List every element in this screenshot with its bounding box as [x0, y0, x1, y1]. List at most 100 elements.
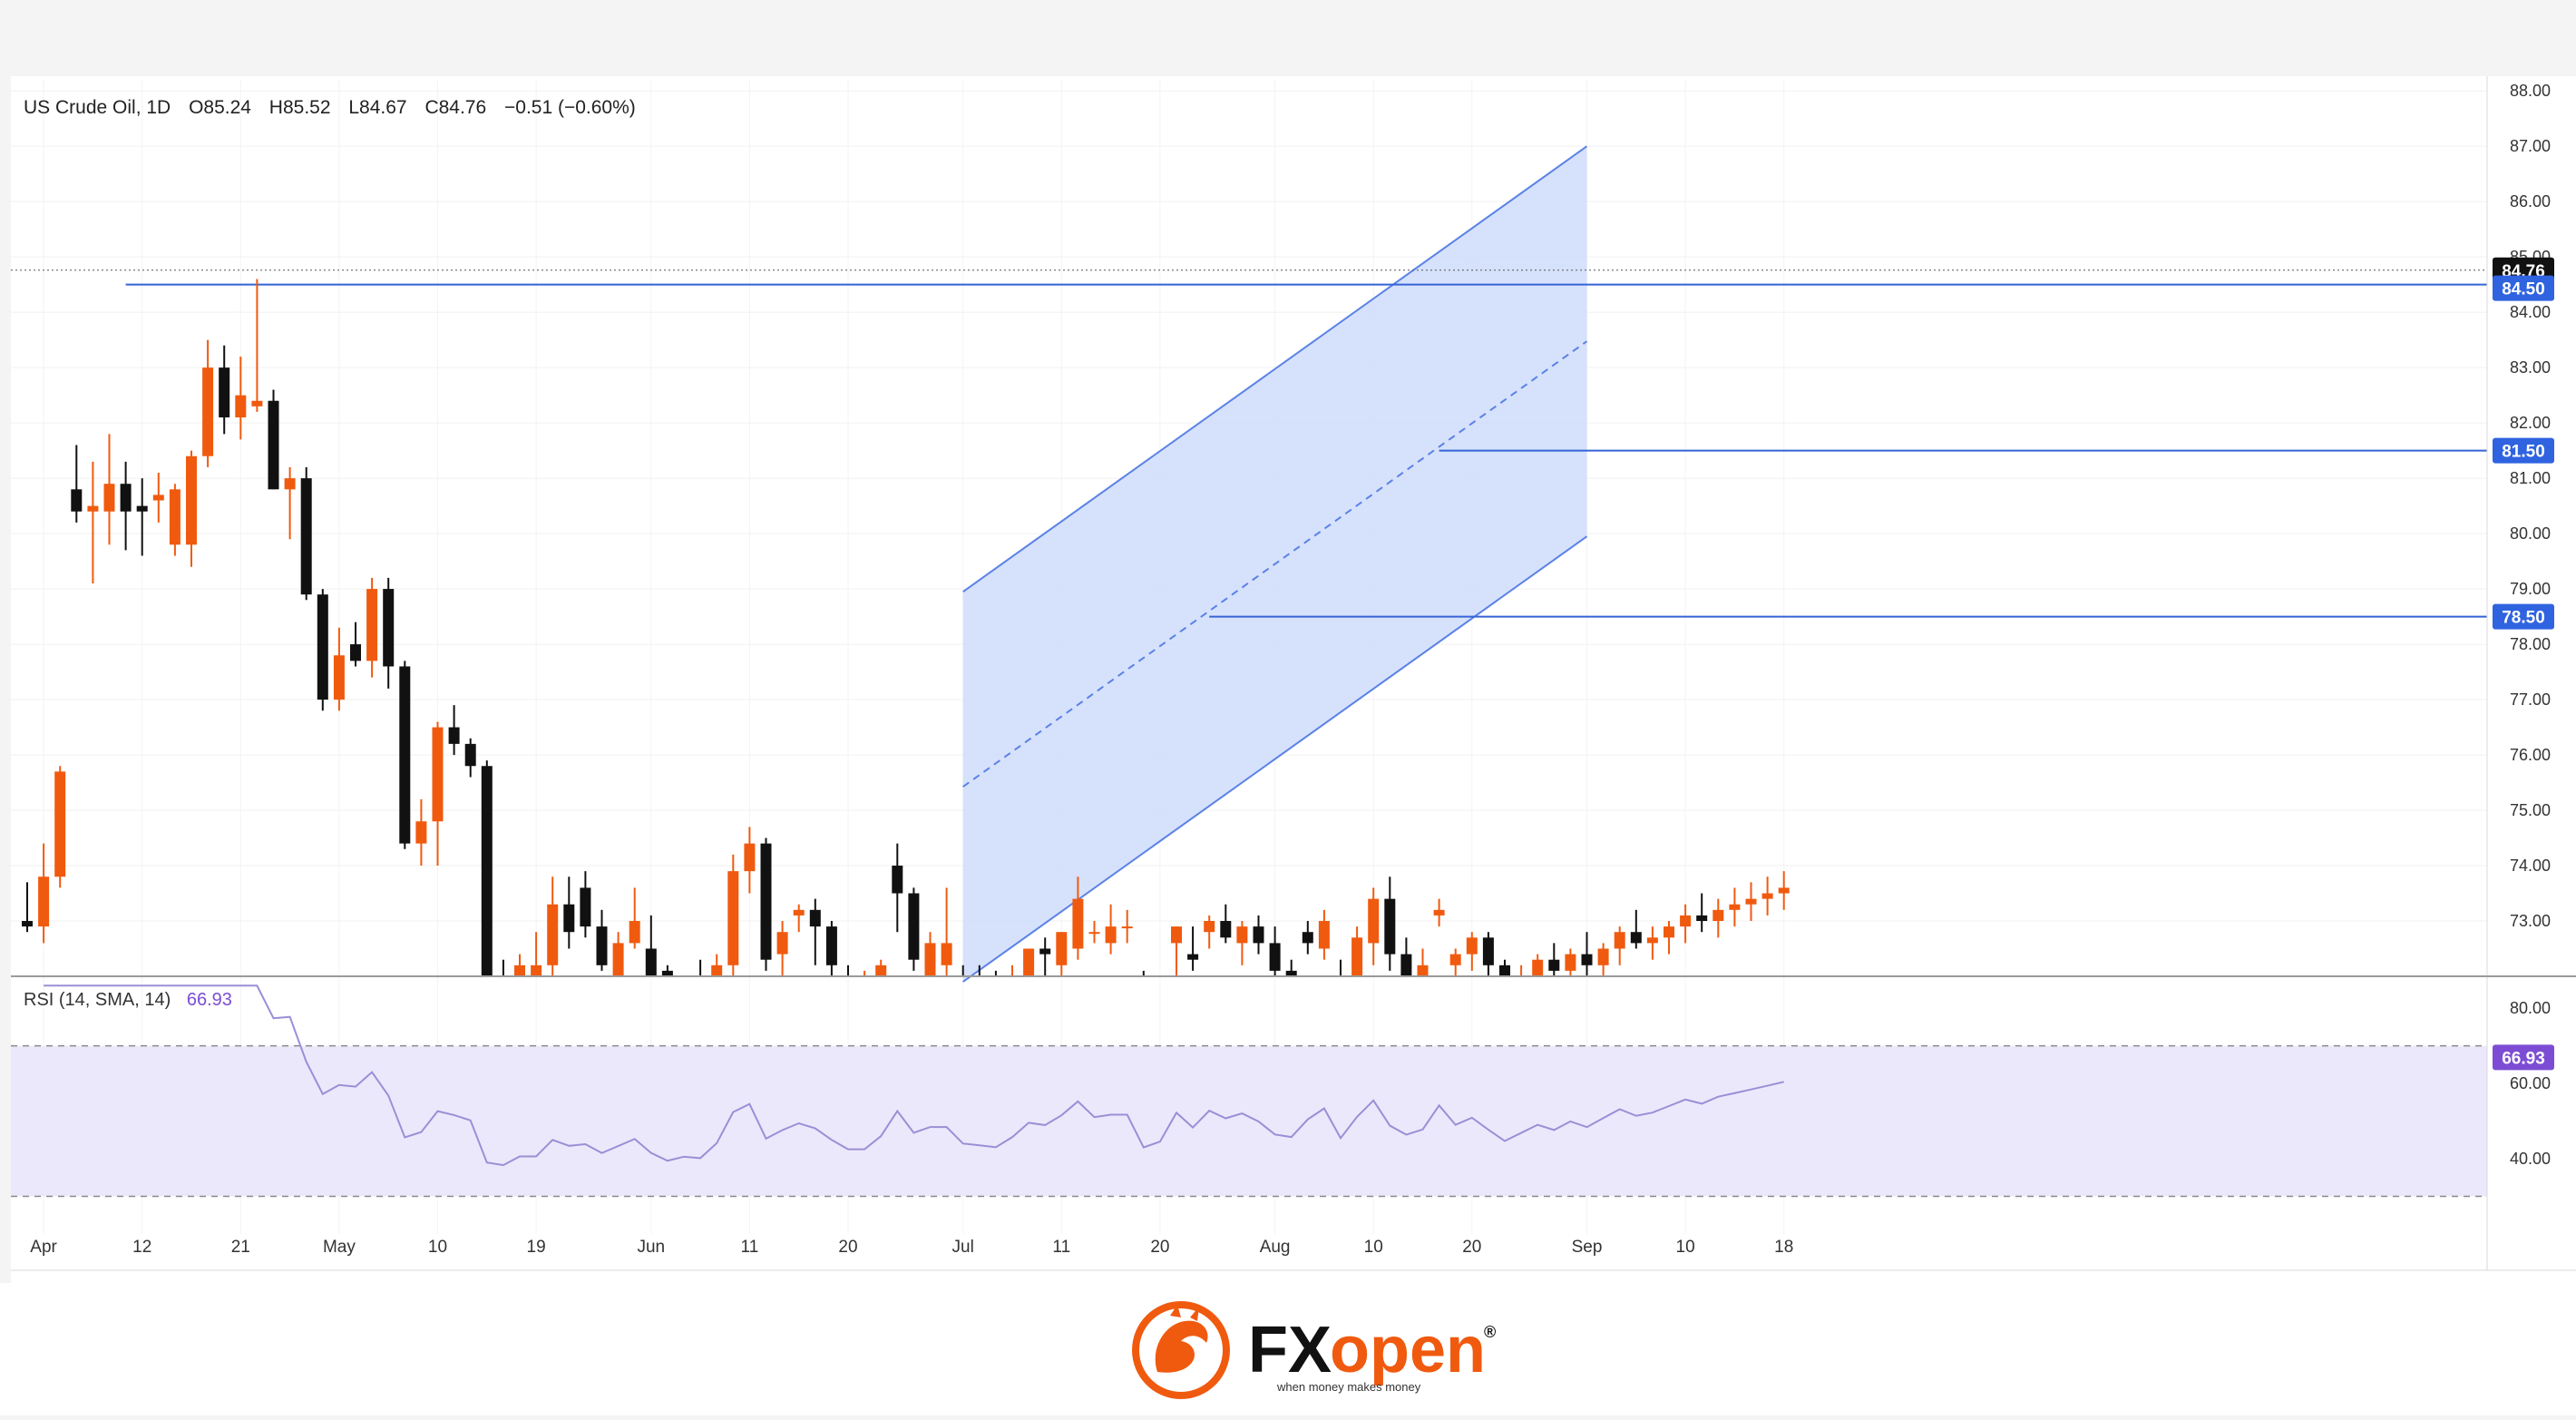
dragon-emblem-icon [1132, 1301, 1230, 1399]
candle-body-bearish [1269, 943, 1281, 971]
rsi-tick-label: 40.00 [2510, 1150, 2551, 1168]
candle-body-bullish [531, 965, 542, 976]
candle-body-bullish [727, 871, 739, 965]
candle-body-bearish [1548, 959, 1560, 971]
candle-body-bearish [1220, 921, 1232, 938]
price-tick-label: 86.00 [2510, 192, 2551, 211]
time-tick-label: Sep [1572, 1238, 1603, 1257]
candle-body-bearish [71, 489, 83, 512]
candle-body-bullish [744, 843, 756, 872]
channel-upper-line [962, 145, 1588, 592]
candle-body-bullish [186, 455, 197, 545]
candle-body-bearish [908, 893, 920, 960]
price-tick-label: 84.00 [2510, 303, 2551, 321]
candle-body-bullish [1565, 954, 1576, 971]
legend-close: C84.76 [424, 97, 486, 118]
candle-body-bullish [612, 943, 624, 976]
candle-body-bearish [219, 367, 230, 418]
price-tick-label: 77.00 [2510, 690, 2551, 709]
level-price-tag: 81.50 [2502, 443, 2545, 462]
channel-lower-line [962, 535, 1588, 983]
candle-body-bullish [1532, 959, 1544, 976]
level-price-tag-bg [2493, 275, 2554, 301]
candle-body-bearish [1499, 965, 1510, 976]
candle-body-bullish [1646, 937, 1658, 944]
candle-body-bearish [481, 766, 493, 976]
levels-layer [11, 269, 2487, 618]
price-tick-label: 73.00 [2510, 912, 2551, 930]
candle-body-bearish [136, 505, 148, 512]
candle-body-bullish [103, 484, 115, 512]
time-tick-label: Aug [1260, 1238, 1291, 1257]
level-price-tag-bg [2493, 603, 2554, 630]
rsi-line [44, 984, 1784, 1167]
candle-body-bullish [1368, 898, 1380, 944]
price-tick-label: 79.00 [2510, 580, 2551, 598]
candle-body-bullish [152, 495, 164, 501]
candle-body-bullish [547, 904, 559, 965]
price-tick-label: 81.00 [2510, 469, 2551, 487]
candle-body-bullish [1614, 932, 1625, 949]
time-tick-label: 11 [1052, 1238, 1070, 1257]
candle-body-bullish [1761, 893, 1773, 899]
brand-tagline: when money makes money [1276, 1380, 1421, 1394]
price-tick-label: 74.00 [2510, 857, 2551, 875]
candle-body-bearish [1384, 898, 1396, 955]
candle-body-bullish [711, 965, 723, 976]
candle-body-bullish [1072, 898, 1084, 949]
rsi-tick-label: 60.00 [2510, 1074, 2551, 1092]
candle-body-bearish [1696, 915, 1708, 922]
candle-body-bearish [120, 484, 132, 512]
candle-body-bullish [514, 965, 525, 976]
legend-open: O85.24 [189, 97, 251, 118]
candle-body-bearish [399, 666, 411, 844]
candle-body-bearish [268, 400, 279, 490]
candle-body-bearish [317, 594, 328, 700]
candle-body-bullish [1680, 915, 1692, 927]
candle-body-bullish [1121, 926, 1133, 929]
candle-body-bearish [563, 904, 575, 933]
candle-body-bullish [875, 965, 887, 976]
price-tick-label: 82.00 [2510, 414, 2551, 432]
candle-body-bullish [333, 655, 345, 700]
channel-mid-line [962, 340, 1588, 788]
brand-open: open [1330, 1314, 1486, 1386]
level-price-tag: 84.50 [2502, 280, 2545, 299]
time-tick-label: 10 [428, 1238, 447, 1257]
candle-body-bullish [1466, 937, 1478, 955]
candle-body-bullish [1171, 926, 1182, 944]
price-tick-label: 83.00 [2510, 358, 2551, 377]
candle-body-bullish [202, 367, 214, 456]
time-tick-label: 20 [1150, 1238, 1169, 1257]
brand-fx: FX [1248, 1314, 1332, 1386]
candle-body-bullish [1236, 926, 1248, 944]
candle-body-bullish [1318, 921, 1330, 949]
candle-body-bullish [87, 505, 99, 512]
rsi-value-tag: 66.93 [2502, 1049, 2545, 1068]
candle-body-bearish [1630, 932, 1642, 944]
candle-body-bearish [1187, 954, 1199, 960]
time-tick-label: May [323, 1238, 356, 1257]
candle-body-bullish [1056, 932, 1068, 965]
price-tick-label: 80.00 [2510, 524, 2551, 543]
candle-body-bullish [1449, 954, 1461, 965]
legend-symbol: US Crude Oil, 1D [24, 97, 171, 118]
candle-body-bullish [1023, 948, 1035, 976]
candle-body-bearish [596, 926, 608, 965]
candle-body-bearish [760, 843, 772, 960]
candle-body-bearish [1039, 948, 1051, 955]
rsi-legend-value: 66.93 [187, 990, 232, 1010]
rsi-legend: RSI (14, SMA, 14) 66.93 [24, 990, 232, 1010]
candle-body-bullish [1778, 887, 1790, 894]
legend-change: −0.51 (−0.60%) [504, 97, 636, 118]
candle-body-bullish [793, 909, 805, 916]
chart-legend: US Crude Oil, 1D O85.24 H85.52 L84.67 C8… [24, 97, 636, 118]
candle-body-bearish [300, 478, 312, 595]
time-tick-label: Apr [30, 1238, 57, 1257]
candle-body-bullish [1105, 926, 1117, 944]
time-tick-label: 19 [527, 1238, 546, 1257]
candle-body-bullish [415, 821, 427, 844]
candle-body-bearish [661, 970, 673, 976]
